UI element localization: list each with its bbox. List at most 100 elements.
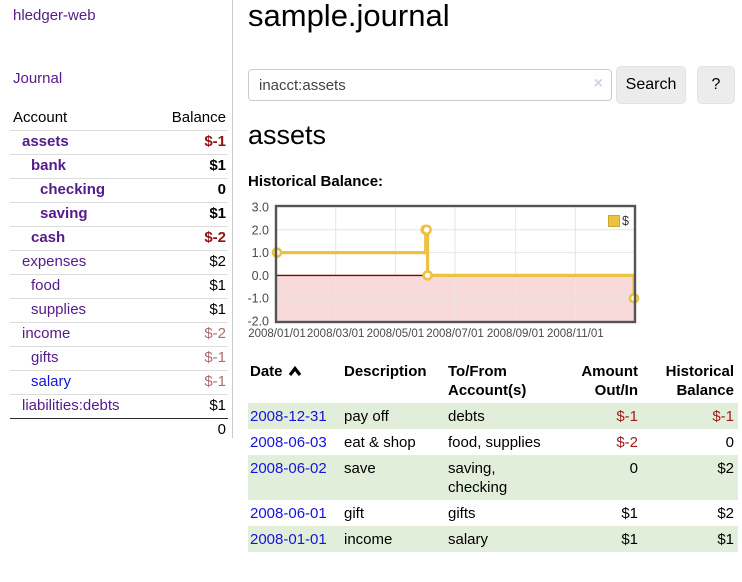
accounts-cell: salary [448, 531, 489, 548]
account-row: food $1 [10, 274, 228, 299]
date-link[interactable]: 2008-12-31 [250, 408, 327, 425]
journal-link[interactable]: Journal [13, 70, 63, 87]
register-header-to-from-account-s-: To/From Account(s) [448, 363, 527, 399]
register-header-date[interactable]: Date [248, 359, 344, 403]
account-balance: $1 [151, 154, 228, 179]
register-header-amount-out-in: Amount Out/In [581, 363, 638, 399]
account-balance: 0 [151, 178, 228, 203]
description-cell: save [344, 460, 376, 477]
chart-title: Historical Balance: [248, 173, 384, 190]
clear-search-icon[interactable]: × [593, 75, 603, 92]
svg-text:2008/01/01: 2008/01/01 [248, 328, 306, 340]
balance-cell: $2 [717, 460, 734, 477]
search-input[interactable] [248, 69, 612, 101]
description-cell: pay off [344, 408, 389, 425]
search-button[interactable]: Search [616, 66, 686, 104]
account-balance: $-2 [151, 226, 228, 251]
register-table: Date Description To/From Account(s) Amount … [248, 359, 738, 552]
accounts-header-account: Account [13, 109, 68, 126]
chart-legend: $ [608, 214, 629, 228]
svg-text:-1.0: -1.0 [248, 292, 269, 306]
register-row[interactable]: 2008-06-01 gift gifts $1 $2 [248, 500, 738, 526]
account-link-supplies[interactable]: supplies [31, 301, 87, 318]
accounts-cell: saving, checking [448, 460, 508, 496]
historical-balance-chart[interactable]: 3.0 2.0 1.0 0.0 -1.0 -2.0 2008/01/01 2008/03/01… [247, 201, 640, 341]
legend-swatch-icon [608, 215, 621, 227]
account-balance: $1 [151, 298, 228, 323]
register-header-historical-balance: Historical Balance [665, 363, 734, 399]
balance-cell: 0 [725, 434, 734, 451]
amount-cell: $-2 [616, 434, 638, 451]
svg-text:2.0: 2.0 [252, 223, 269, 237]
search-row: × Search ? [248, 66, 740, 106]
account-row: liabilities:debts $1 [10, 394, 228, 419]
account-link-gifts[interactable]: gifts [31, 349, 59, 366]
account-balance: $2 [151, 250, 228, 275]
account-row: salary $-1 [10, 370, 228, 395]
account-row: supplies $1 [10, 298, 228, 323]
amount-cell: 0 [629, 460, 638, 477]
date-link[interactable]: 2008-01-01 [250, 531, 327, 548]
register-row[interactable]: 2008-06-02 save saving, checking 0 $2 [248, 455, 738, 500]
register-row[interactable]: 2008-01-01 income salary $1 $1 [248, 526, 738, 552]
main-panel: sample.journal × Search ? assets Histori… [247, 0, 740, 582]
account-link-salary[interactable]: salary [31, 373, 72, 390]
date-link[interactable]: 2008-06-03 [250, 434, 327, 451]
account-row: saving $1 [10, 202, 228, 227]
date-link[interactable]: 2008-06-02 [250, 460, 327, 477]
register-row[interactable]: 2008-06-03 eat & shop food, supplies $-2 0 [248, 429, 738, 455]
page-title: sample.journal [248, 0, 450, 33]
accounts-total-value: 0 [151, 418, 228, 441]
account-row: gifts $-1 [10, 346, 228, 371]
account-balance: $1 [151, 274, 228, 299]
balance-cell: $2 [717, 505, 734, 522]
account-link-income[interactable]: income [22, 325, 71, 342]
account-row: bank $1 [10, 154, 228, 179]
account-link-assets[interactable]: assets [22, 133, 69, 150]
accounts-total-row: 0 [10, 418, 228, 441]
register-header-description: Description [344, 363, 427, 380]
amount-cell: $1 [621, 505, 638, 522]
account-row: checking 0 [10, 178, 228, 203]
account-link-expenses[interactable]: expenses [22, 253, 87, 270]
account-link-bank[interactable]: bank [31, 157, 67, 174]
account-link-saving[interactable]: saving [40, 205, 88, 222]
register-row[interactable]: 2008-12-31 pay off debts $-1 $-1 [248, 403, 738, 429]
svg-text:2008/05/01: 2008/05/01 [367, 328, 425, 340]
svg-text:2008/07/01: 2008/07/01 [426, 328, 484, 340]
sidebar: hledger-web Journal Account Balance asse… [0, 0, 233, 441]
accounts-table: Account Balance assets $-1 bank $1 checking 0… [10, 106, 228, 441]
svg-text:1.0: 1.0 [252, 246, 269, 260]
account-balance: $-1 [151, 346, 228, 371]
svg-text:0.0: 0.0 [252, 269, 269, 283]
account-balance: $1 [151, 202, 228, 227]
accounts-cell: debts [448, 408, 485, 425]
accounts-header-balance: Balance [171, 109, 226, 126]
app-title-link[interactable]: hledger-web [13, 7, 96, 24]
account-link-liabilities-debts[interactable]: liabilities:debts [22, 397, 120, 414]
description-cell: eat & shop [344, 434, 416, 451]
account-balance: $-1 [151, 130, 228, 155]
date-link[interactable]: 2008-06-01 [250, 505, 327, 522]
account-link-cash[interactable]: cash [31, 229, 66, 246]
balance-cell: $-1 [712, 408, 734, 425]
svg-text:3.0: 3.0 [252, 201, 269, 215]
account-balance: $-2 [151, 322, 228, 347]
account-balance: $-1 [151, 370, 228, 395]
amount-cell: $1 [621, 531, 638, 548]
sort-asc-icon [288, 365, 301, 376]
accounts-cell: gifts [448, 505, 476, 522]
account-link-food[interactable]: food [31, 277, 61, 294]
account-row: expenses $2 [10, 250, 228, 275]
balance-cell: $1 [717, 531, 734, 548]
account-row: income $-2 [10, 322, 228, 347]
search-box: × [248, 69, 612, 101]
account-link-checking[interactable]: checking [40, 181, 106, 198]
svg-text:2008/11/01: 2008/11/01 [547, 328, 604, 340]
svg-text:-2.0: -2.0 [248, 315, 269, 329]
description-cell: income [344, 531, 393, 548]
help-button[interactable]: ? [697, 66, 735, 104]
account-balance: $1 [151, 394, 228, 419]
